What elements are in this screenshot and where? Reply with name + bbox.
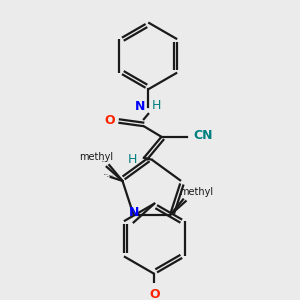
Text: N: N: [128, 206, 139, 219]
Text: O: O: [104, 115, 115, 128]
Text: CN: CN: [193, 128, 212, 142]
Text: N: N: [135, 100, 146, 113]
Text: methyl: methyl: [107, 176, 112, 177]
Text: methyl: methyl: [179, 187, 213, 197]
Text: O: O: [149, 288, 160, 300]
Text: methyl: methyl: [110, 176, 115, 177]
Text: methyl: methyl: [102, 160, 107, 162]
Text: H: H: [128, 153, 137, 166]
Text: methyl: methyl: [108, 174, 113, 175]
Text: H: H: [152, 99, 161, 112]
Text: methyl: methyl: [79, 152, 113, 162]
Text: methyl: methyl: [104, 174, 109, 175]
